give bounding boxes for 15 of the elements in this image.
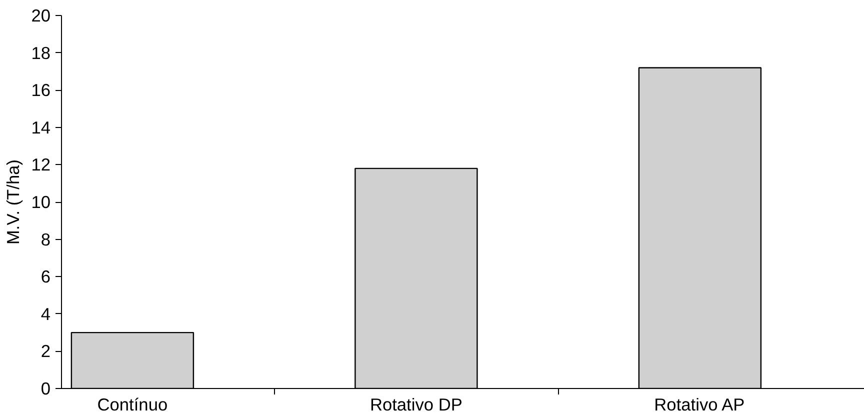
y-tick-label: 8 (40, 229, 51, 250)
y-tick-label: 20 (31, 6, 51, 26)
x-tick-label: Rotativo AP (654, 394, 745, 414)
y-tick-label: 6 (40, 266, 51, 287)
y-tick-label: 0 (40, 378, 51, 398)
y-tick-label: 4 (40, 304, 51, 324)
y-tick-label: 2 (40, 341, 51, 362)
x-tick-label: Rotativo DP (370, 394, 462, 414)
x-tick-label: Contínuo (97, 394, 168, 414)
y-tick-label: 16 (31, 80, 51, 100)
y-axis-title: M.V. (T/ha) (3, 159, 24, 245)
y-tick-label: 18 (31, 42, 51, 63)
y-tick-label: 12 (31, 154, 51, 175)
y-tick-label: 14 (31, 117, 51, 138)
y-tick-label: 10 (31, 192, 51, 212)
